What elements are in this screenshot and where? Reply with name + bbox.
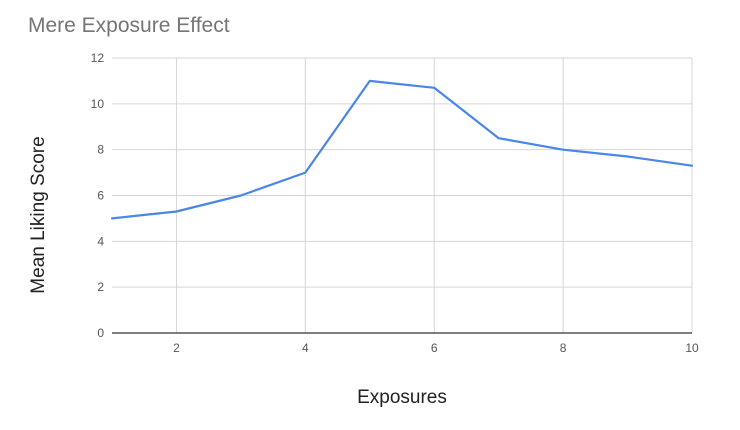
x-axis-title: Exposures <box>357 387 447 408</box>
y-tick-label: 12 <box>91 51 105 65</box>
x-tick-label: 6 <box>431 341 438 355</box>
y-axis-title: Mean Liking Score <box>28 136 49 293</box>
x-tick-label: 2 <box>173 341 180 355</box>
x-tick-label: 4 <box>302 341 309 355</box>
series-line <box>110 79 694 220</box>
y-tick-label: 0 <box>97 326 104 340</box>
x-tick-label: 10 <box>685 341 699 355</box>
x-tick-label: 8 <box>560 341 567 355</box>
chart-title: Mere Exposure Effect <box>28 14 230 37</box>
y-tick-label: 4 <box>97 234 104 248</box>
axes: 0 2 4 6 8 10 12 2 4 6 8 10 <box>91 51 699 355</box>
series-layer <box>110 79 694 220</box>
y-tick-label: 10 <box>91 97 105 111</box>
grid <box>112 57 693 333</box>
y-tick-label: 6 <box>97 189 104 203</box>
y-tick-label: 8 <box>97 143 104 157</box>
y-tick-label: 2 <box>97 280 104 294</box>
